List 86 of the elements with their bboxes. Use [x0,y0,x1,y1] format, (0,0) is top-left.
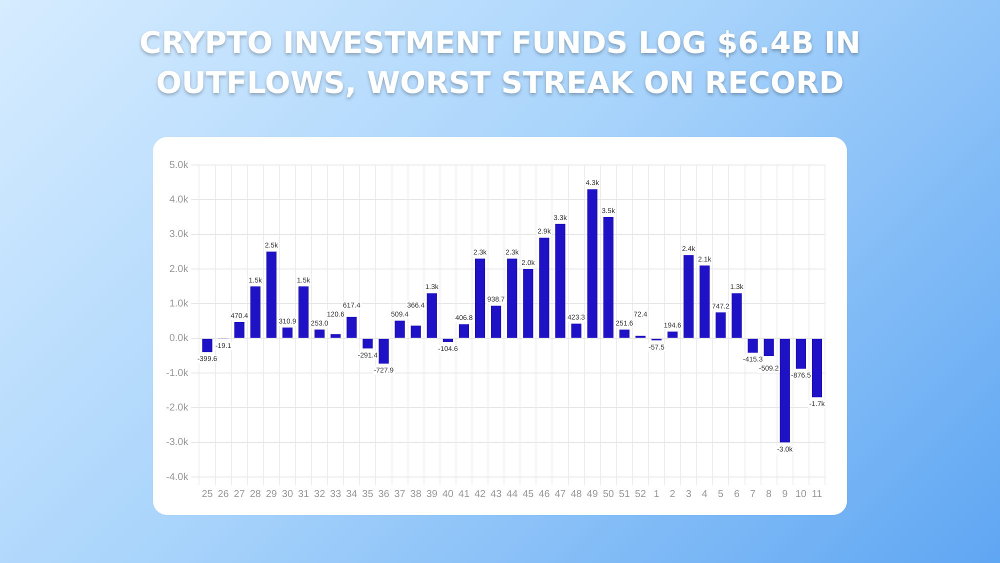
bar [539,238,550,338]
x-tick-label: 44 [506,488,518,500]
x-tick-label: 25 [202,488,214,500]
x-tick-label: 28 [250,488,262,500]
x-tick-label: 33 [330,488,342,500]
x-tick-label: 42 [474,488,486,500]
x-tick-label: 43 [490,488,502,500]
x-tick-label: 1 [654,488,660,500]
x-tick-label: 49 [586,488,598,500]
chart-title: CRYPTO INVESTMENT FUNDS LOG $6.4B IN OUTFLOWS, WORST STREAK ON RECORD [138,25,862,103]
x-tick-label: 51 [618,488,630,500]
bar [491,306,502,338]
x-tick-label: 38 [410,488,422,500]
x-tick-label: 30 [282,488,294,500]
x-tick-label: 9 [782,488,788,500]
x-tick-label: 31 [298,488,310,500]
x-tick-label: 5 [718,488,724,500]
bar [523,269,534,338]
bar [410,326,421,338]
bar [619,330,630,338]
bar [282,328,293,338]
bar [732,293,742,338]
bar [426,293,437,338]
bar [812,338,822,398]
x-tick-label: 39 [426,488,438,500]
bar [314,330,325,338]
x-tick-label: 41 [458,488,470,500]
bar [748,338,758,353]
bar [474,258,486,338]
x-tick-label: 32 [314,488,326,500]
bar [362,338,373,348]
bar [684,255,694,338]
y-tick-label: 4.0k [169,194,190,206]
x-tick-label: 6 [734,488,740,500]
bar [603,217,614,338]
y-tick-label: 5.0k [169,160,190,171]
y-tick-label: 2.0k [169,264,190,275]
bar [458,324,470,338]
x-tick-label: 4 [702,488,708,500]
bar [298,286,309,338]
x-tick-label: 2 [670,488,676,500]
y-tick-label: -1.0k [166,368,190,379]
bar [668,332,678,338]
bar [764,338,774,356]
x-tick-label: 46 [538,488,550,500]
bar [507,258,518,338]
x-tick-label: 35 [362,488,374,500]
y-tick-label: 0.0k [169,333,190,344]
y-tick-label: 3.0k [169,229,190,240]
bar [442,338,453,342]
bar [587,189,598,338]
x-tick-label: 11 [812,488,823,500]
bar [234,322,244,338]
x-tick-label: 34 [346,488,358,500]
y-tick-label: -2.0k [166,402,190,414]
bar [796,338,806,369]
x-tick-label: 52 [634,488,646,500]
x-tick-label: 36 [378,488,390,500]
x-tick-label: 26 [218,488,230,500]
x-tick-label: 47 [554,488,566,500]
x-tick-label: 8 [766,488,772,500]
x-tick-label: 40 [442,488,454,500]
bar [571,324,582,338]
bar [250,286,260,338]
y-tick-label: -3.0k [166,437,190,448]
x-tick-label: 27 [234,488,246,500]
x-tick-label: 37 [394,488,406,500]
x-tick-label: 29 [266,488,278,500]
bar [394,320,405,338]
bar [716,312,726,338]
bar [346,316,357,338]
y-tick-label: 1.0k [169,298,190,310]
bar [378,338,389,364]
bar [780,338,790,442]
bar [202,338,212,352]
x-tick-label: 10 [795,488,807,500]
x-tick-label: 50 [602,488,614,500]
bar [330,334,341,338]
y-tick-label: -4.0k [166,472,190,483]
x-tick-label: 7 [750,488,756,500]
x-tick-label: 45 [522,488,534,500]
x-tick-label: 3 [686,488,692,500]
bar [700,266,710,338]
bar [555,224,566,338]
x-tick-label: 48 [570,488,582,500]
bar [266,252,276,338]
